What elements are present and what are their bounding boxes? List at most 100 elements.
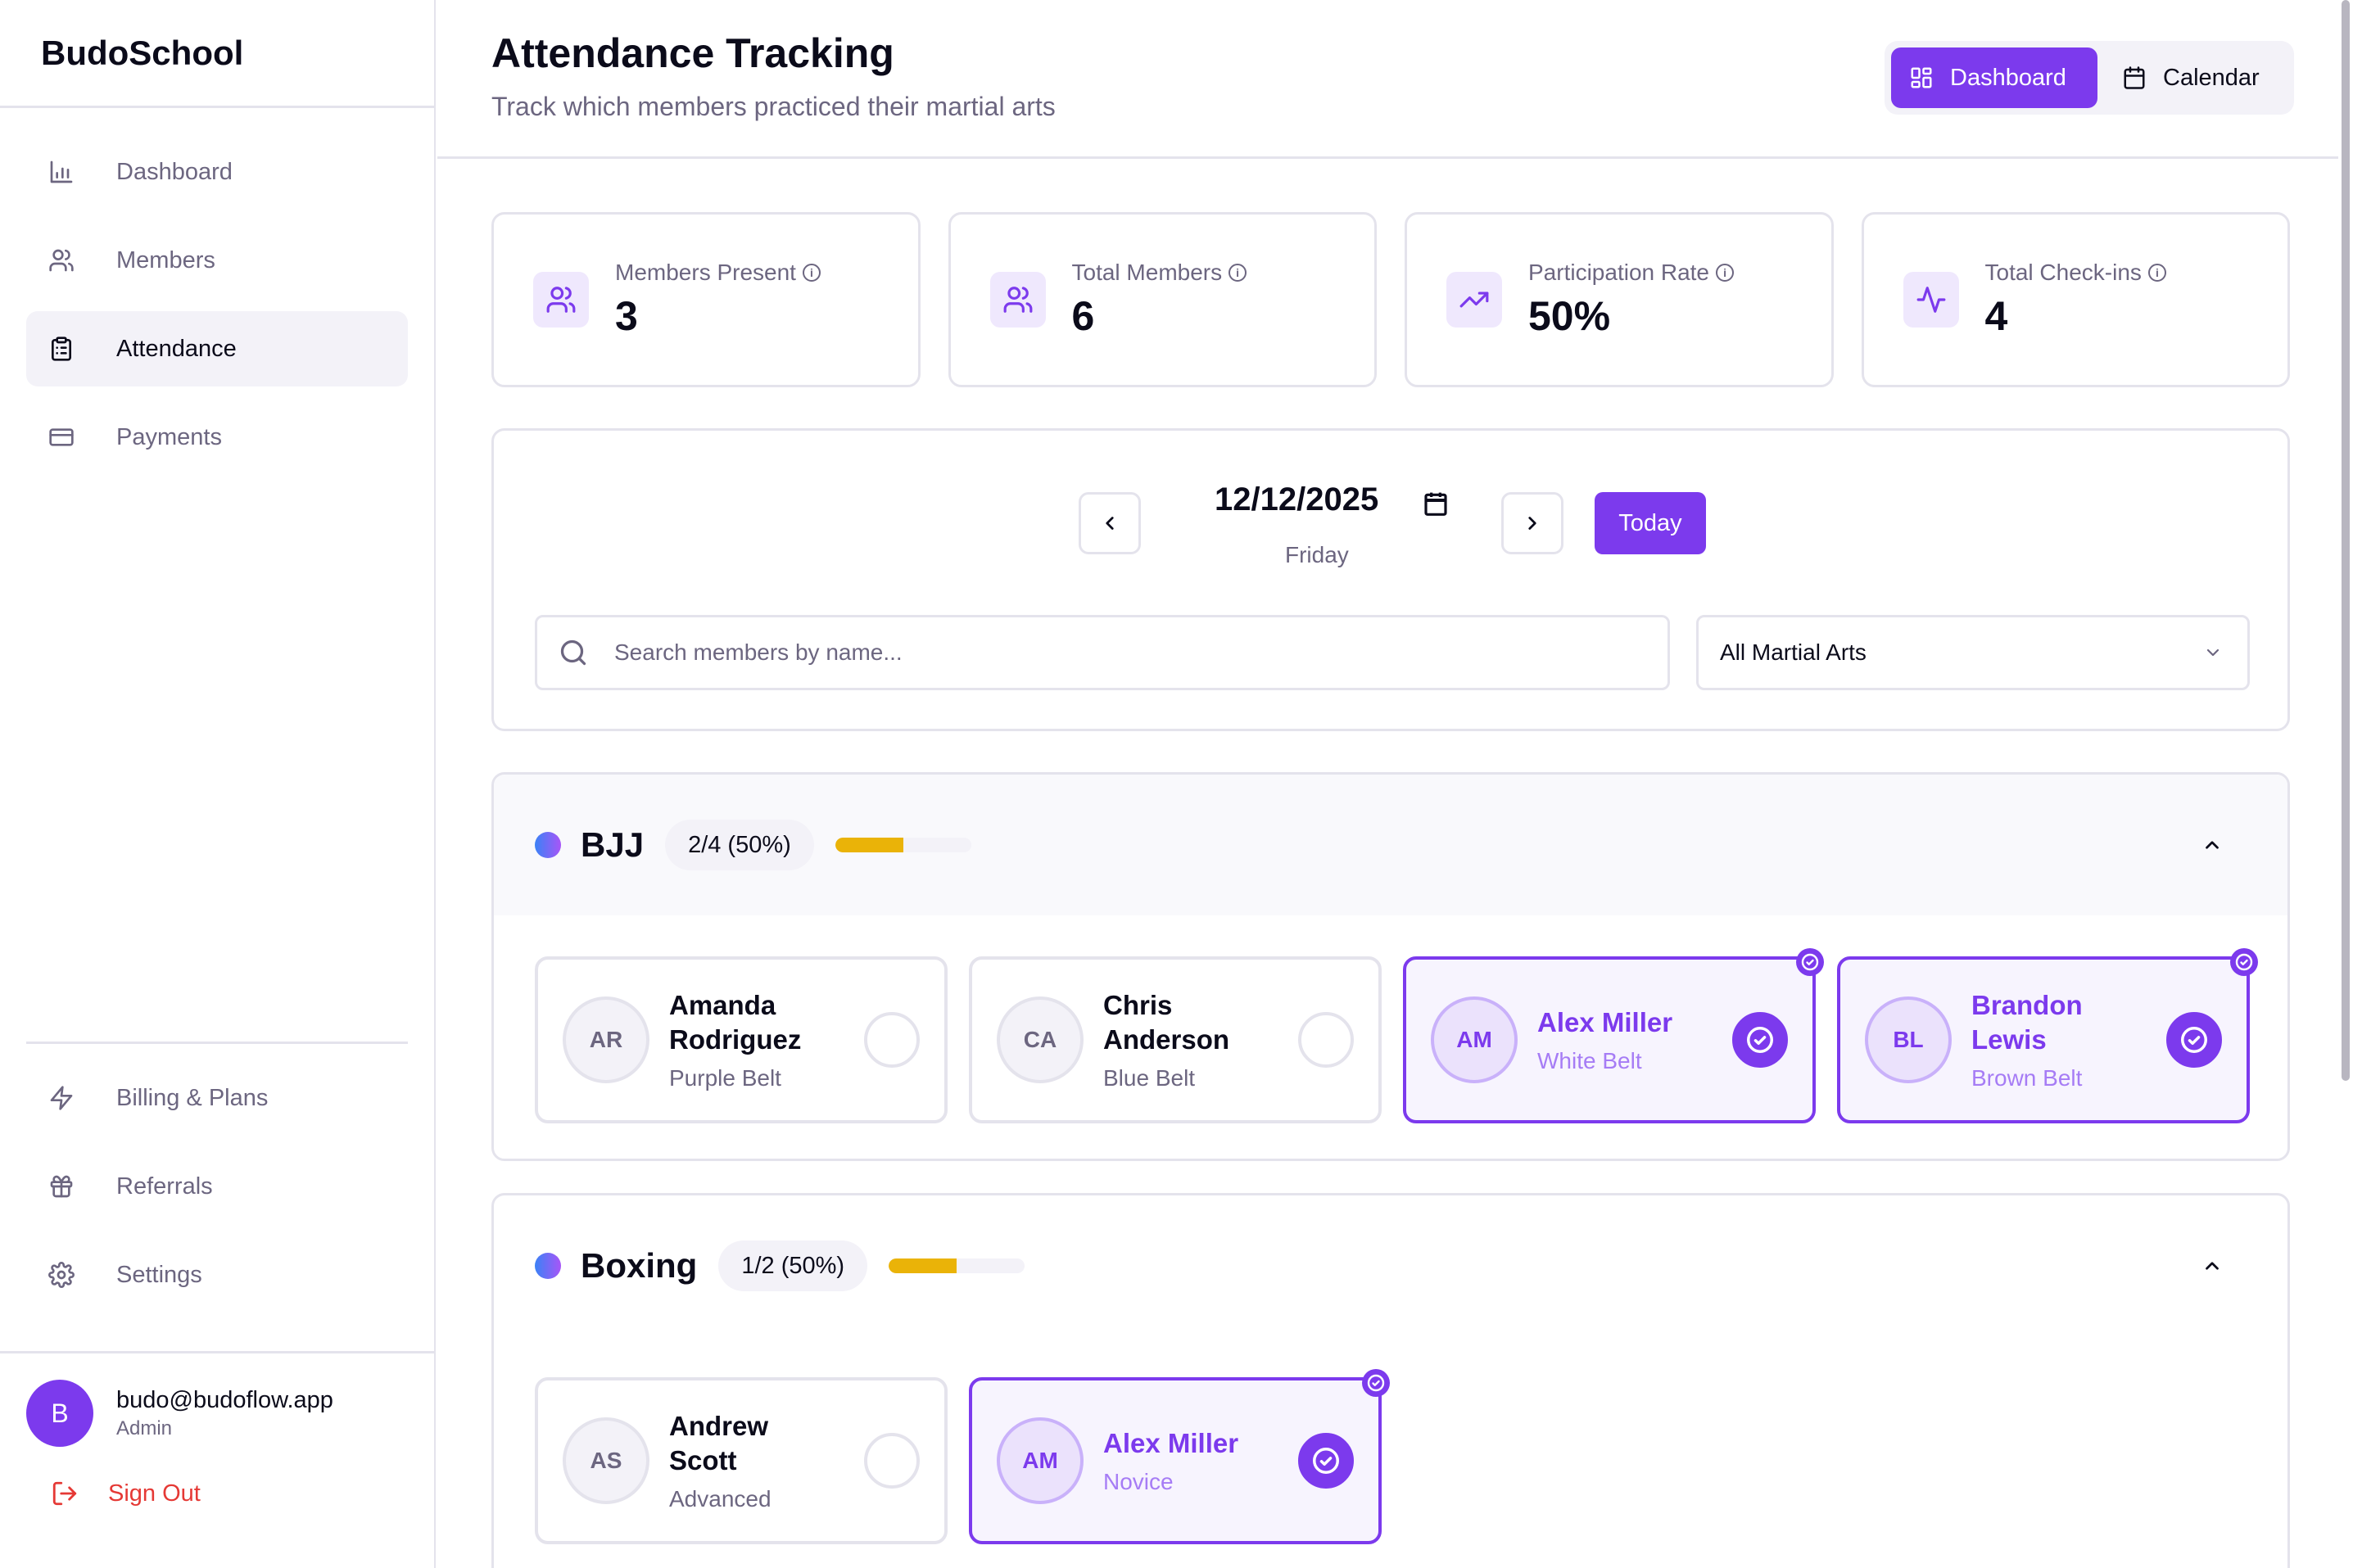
attendance-checkbox[interactable] (864, 1433, 920, 1489)
sign-out-button[interactable]: Sign Out (0, 1447, 434, 1507)
users-icon (48, 246, 75, 274)
user-email: budo@budoflow.app (116, 1386, 333, 1413)
group-attendance-badge: 1/2 (50%) (718, 1240, 868, 1291)
member-card[interactable]: AM Alex Miller Novice (969, 1369, 1390, 1544)
sidebar-item-attendance[interactable]: Attendance (26, 311, 408, 386)
member-card[interactable]: AR Amanda Rodriguez Purple Belt (535, 956, 948, 1123)
member-cards: AR Amanda Rodriguez Purple Belt CA Chris A… (494, 915, 2287, 1123)
stat-label: Total Members (1071, 260, 1223, 285)
martial-art-select[interactable]: All Martial Arts (1696, 615, 2250, 690)
member-rank: Purple Belt (669, 1065, 781, 1091)
group-header[interactable]: BJJ 2/4 (50%) (494, 775, 2287, 915)
secondary-nav: Billing & Plans Referrals Settings (26, 1042, 408, 1326)
sidebar-item-payments[interactable]: Payments (26, 400, 408, 475)
group-progress-bar (835, 838, 971, 852)
sidebar-item-members[interactable]: Members (26, 223, 408, 298)
attendance-checkbox[interactable] (864, 1012, 920, 1068)
activity-icon (1903, 272, 1959, 328)
group-bjj: BJJ 2/4 (50%) AR Amanda Rodriguez Purple … (491, 772, 2290, 1161)
search-icon (560, 639, 586, 666)
page-scrollbar[interactable] (2338, 0, 2353, 1568)
attendance-checkbox[interactable] (1298, 1433, 1354, 1489)
calendar-icon (2124, 66, 2145, 89)
member-card[interactable]: AS Andrew Scott Advanced (535, 1377, 948, 1544)
credit-card-icon (48, 423, 75, 451)
info-icon[interactable]: i (1229, 264, 1247, 282)
member-initials: CA (997, 996, 1084, 1083)
member-cards: AS Andrew Scott Advanced AM Alex Miller N… (494, 1336, 2287, 1544)
martial-art-select-value: All Martial Arts (1720, 639, 1867, 665)
collapse-group-button[interactable] (2196, 829, 2229, 861)
group-header[interactable]: Boxing 1/2 (50%) (494, 1195, 2287, 1336)
member-initials: BL (1865, 996, 1952, 1083)
member-rank: White Belt (1537, 1048, 1642, 1073)
attendance-checkbox[interactable] (1732, 1012, 1788, 1068)
stat-value: 6 (1071, 293, 1095, 339)
brand-logo[interactable]: BudoSchool (0, 0, 434, 108)
stat-card-total-members: Total Members i 6 (948, 212, 1377, 387)
stat-value: 50% (1528, 293, 1611, 339)
gear-icon (48, 1261, 75, 1289)
view-toggle: Dashboard Calendar (1885, 41, 2294, 115)
search-field[interactable] (535, 615, 1670, 690)
chevron-up-icon (2206, 841, 2219, 849)
calendar-picker-icon[interactable] (1423, 490, 1449, 517)
chevron-left-icon (1106, 517, 1114, 530)
next-day-button[interactable] (1501, 492, 1563, 554)
stat-card-members-present: Members Present i 3 (491, 212, 921, 387)
stat-value: 4 (1984, 293, 2008, 339)
sidebar: BudoSchool Dashboard Members Attendance … (0, 0, 436, 1568)
previous-day-button[interactable] (1079, 492, 1141, 554)
sidebar-item-referrals[interactable]: Referrals (26, 1149, 408, 1224)
stats-row: Members Present i 3 Total Members i 6 Part… (491, 212, 2290, 387)
scrollbar-thumb[interactable] (2342, 0, 2350, 1081)
group-color-dot (535, 832, 561, 858)
chevron-right-icon (1528, 517, 1536, 530)
progress-fill (889, 1258, 957, 1273)
sidebar-item-label: Attendance (116, 335, 237, 362)
member-rank: Advanced (669, 1486, 772, 1512)
sidebar-item-label: Dashboard (116, 158, 233, 185)
stat-card-total-checkins: Total Check-ins i 4 (1861, 212, 2290, 387)
main-nav: Dashboard Members Attendance Payments (0, 108, 434, 475)
clipboard-list-icon (48, 335, 75, 363)
member-name: Alex Miller (1103, 1428, 1239, 1458)
calendar-view-label: Calendar (2163, 64, 2260, 91)
check-circle-icon (1313, 1448, 1339, 1474)
sidebar-item-dashboard[interactable]: Dashboard (26, 134, 408, 210)
member-name: Alex Miller (1537, 1007, 1673, 1037)
today-button[interactable]: Today (1595, 492, 1706, 554)
attendance-checkbox[interactable] (2166, 1012, 2222, 1068)
gift-icon (48, 1173, 75, 1200)
date-filter-panel: 12/12/2025 Friday Today All Martial Arts (491, 428, 2290, 731)
user-profile[interactable]: B budo@budoflow.app Admin (0, 1353, 434, 1447)
progress-fill (835, 838, 903, 852)
dashboard-view-label: Dashboard (1950, 64, 2066, 91)
sidebar-item-settings[interactable]: Settings (26, 1237, 408, 1313)
search-input[interactable] (614, 639, 1597, 666)
member-initials: AM (997, 1417, 1084, 1504)
page-title: Attendance Tracking (491, 30, 894, 76)
info-icon[interactable]: i (802, 264, 821, 282)
member-name: Brandon Lewis (1971, 990, 2083, 1055)
selected-date[interactable]: 12/12/2025 (1215, 481, 1379, 517)
stat-card-participation-rate: Participation Rate i 50% (1405, 212, 1834, 387)
member-card[interactable]: BL Brandon Lewis Brown Belt (1837, 948, 2258, 1123)
calendar-view-button[interactable]: Calendar (2097, 47, 2278, 108)
member-initials: AR (563, 996, 649, 1083)
chevron-down-icon (2206, 648, 2220, 657)
member-name: Andrew Scott (669, 1411, 769, 1475)
check-circle-icon (1747, 1027, 1773, 1053)
attendance-checkbox[interactable] (1298, 1012, 1354, 1068)
info-icon[interactable]: i (1716, 264, 1735, 282)
collapse-group-button[interactable] (2196, 1249, 2229, 1282)
sidebar-item-billing[interactable]: Billing & Plans (26, 1060, 408, 1136)
dashboard-view-button[interactable]: Dashboard (1891, 47, 2097, 108)
info-icon[interactable]: i (2147, 264, 2166, 282)
sidebar-item-label: Payments (116, 423, 222, 450)
member-card[interactable]: CA Chris Anderson Blue Belt (969, 956, 1382, 1123)
users-icon (533, 272, 589, 328)
group-name: BJJ (581, 825, 645, 864)
sidebar-item-label: Settings (116, 1261, 202, 1288)
member-card[interactable]: AM Alex Miller White Belt (1403, 948, 1824, 1123)
